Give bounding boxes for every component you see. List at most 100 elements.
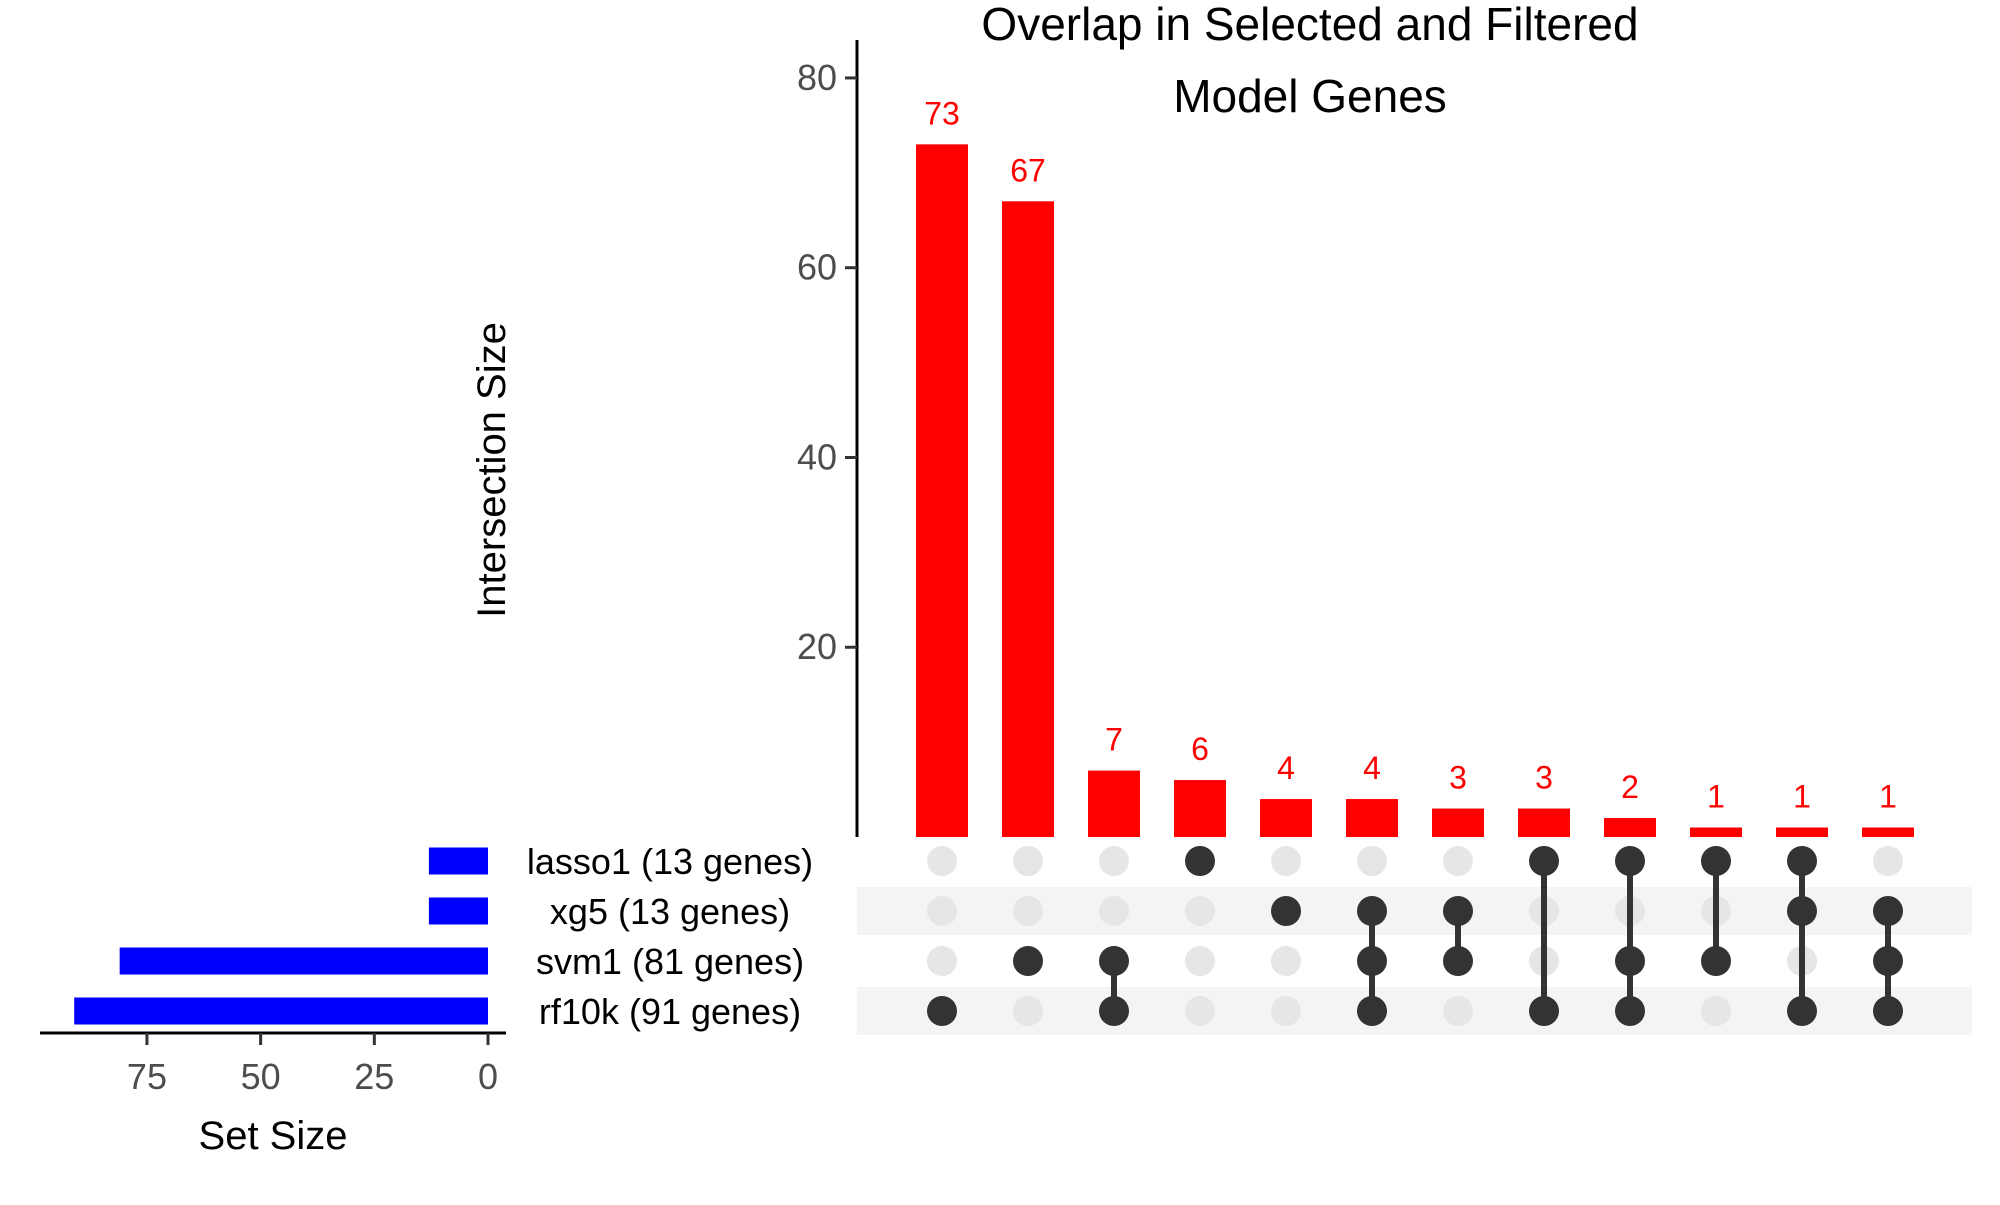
set-size-x-axis: 75 50 25 0 <box>40 1031 506 1097</box>
matrix-dot-active <box>1787 896 1817 926</box>
intersection-size-axis-label: Intersection Size <box>470 322 514 618</box>
matrix-dot-inactive <box>1185 996 1215 1026</box>
intersection-bar-label-7: 3 <box>1535 760 1553 796</box>
matrix-column-7 <box>1529 846 1559 1026</box>
set-size-bar-2 <box>119 947 489 975</box>
matrix-column-1 <box>1013 846 1043 1026</box>
matrix-dot-active <box>927 996 957 1026</box>
set-size-bars <box>74 847 489 1025</box>
set-size-bar-0 <box>428 847 488 875</box>
matrix-dot-inactive <box>1013 846 1043 876</box>
x-tick-label-3: 0 <box>478 1056 498 1097</box>
matrix-dot-active <box>1873 996 1903 1026</box>
matrix-dot-inactive <box>1185 946 1215 976</box>
matrix-dot-active <box>1099 996 1129 1026</box>
matrix-dot-active <box>1615 996 1645 1026</box>
matrix-dot-active <box>1787 846 1817 876</box>
set-size-axis-label: Set Size <box>199 1114 348 1158</box>
matrix-dot-active <box>1529 996 1559 1026</box>
matrix-column-6 <box>1443 846 1473 1026</box>
intersection-bar-label-1: 67 <box>1010 152 1046 188</box>
intersection-bar-label-3: 6 <box>1191 731 1209 767</box>
matrix-dot-active <box>1443 896 1473 926</box>
intersection-bar-label-6: 3 <box>1449 760 1467 796</box>
y-tick-label-0: 20 <box>797 626 837 667</box>
matrix-dot-active <box>1357 896 1387 926</box>
chart-title-line-1: Overlap in Selected and Filtered <box>981 0 1638 50</box>
matrix-column-3 <box>1185 846 1215 1026</box>
matrix-dot-active <box>1615 846 1645 876</box>
matrix-dot-active <box>1787 996 1817 1026</box>
matrix-dot-inactive <box>1357 846 1387 876</box>
matrix-dot-inactive <box>1443 846 1473 876</box>
matrix-column-8 <box>1615 846 1645 1026</box>
chart-title-line-2: Model Genes <box>1173 70 1447 122</box>
matrix-dot-inactive <box>927 946 957 976</box>
intersection-bar-5 <box>1346 799 1398 837</box>
matrix-column-10 <box>1787 846 1817 1026</box>
matrix-column-11 <box>1873 846 1903 1026</box>
matrix-dot-inactive <box>1013 896 1043 926</box>
intersection-bar-8 <box>1604 818 1656 837</box>
matrix-dot-active <box>1443 946 1473 976</box>
intersection-bar-1 <box>1002 201 1054 838</box>
intersection-bar-3 <box>1174 780 1226 837</box>
set-size-bar-1 <box>428 897 488 925</box>
intersection-bar-label-8: 2 <box>1621 769 1639 805</box>
intersection-bar-2 <box>1088 770 1140 837</box>
y-tick-label-2: 60 <box>797 247 837 288</box>
matrix-dot-inactive <box>1443 996 1473 1026</box>
intersection-y-axis: 20 40 60 80 <box>797 40 859 837</box>
set-name-3: rf10k (91 genes) <box>539 991 801 1032</box>
set-size-bar-3 <box>74 997 488 1025</box>
matrix-dot-inactive <box>1013 996 1043 1026</box>
matrix-dot-inactive <box>1701 996 1731 1026</box>
matrix-dot-active <box>1529 846 1559 876</box>
matrix-dot-inactive <box>927 846 957 876</box>
x-tick-label-1: 50 <box>241 1056 281 1097</box>
matrix-dot-active <box>1357 946 1387 976</box>
matrix-column-0 <box>927 846 957 1026</box>
matrix-dot-active <box>1271 896 1301 926</box>
matrix-column-5 <box>1357 846 1387 1026</box>
matrix-column-9 <box>1701 846 1731 1026</box>
intersection-bar-4 <box>1260 799 1312 837</box>
intersection-bar-0 <box>916 144 968 838</box>
matrix-dot-inactive <box>1271 846 1301 876</box>
y-tick-label-1: 40 <box>797 436 837 477</box>
matrix-dot-inactive <box>1271 946 1301 976</box>
intersection-bar-label-11: 1 <box>1879 779 1897 815</box>
x-tick-label-2: 25 <box>354 1056 394 1097</box>
intersection-bar-7 <box>1518 808 1570 837</box>
set-names: lasso1 (13 genes) xg5 (13 genes) svm1 (81 … <box>527 841 813 1032</box>
intersection-bars <box>916 144 1914 838</box>
intersection-matrix <box>927 846 1903 1026</box>
intersection-bar-label-10: 1 <box>1793 779 1811 815</box>
set-name-2: svm1 (81 genes) <box>536 941 804 982</box>
matrix-dot-active <box>1185 846 1215 876</box>
intersection-bar-labels: 73 67 7 6 4 4 3 3 2 1 1 1 <box>924 95 1897 814</box>
chart-title: Overlap in Selected and Filtered Model G… <box>981 0 1638 122</box>
matrix-dot-inactive <box>927 896 957 926</box>
matrix-dot-active <box>1099 946 1129 976</box>
intersection-bar-11 <box>1862 827 1914 837</box>
intersection-bar-label-9: 1 <box>1707 779 1725 815</box>
matrix-dot-active <box>1013 946 1043 976</box>
y-tick-label-3: 80 <box>797 57 837 98</box>
matrix-dot-inactive <box>1873 846 1903 876</box>
intersection-bar-label-0: 73 <box>924 95 960 131</box>
matrix-dot-active <box>1873 946 1903 976</box>
matrix-dot-active <box>1357 996 1387 1026</box>
matrix-dot-inactive <box>1185 896 1215 926</box>
intersection-bar-6 <box>1432 808 1484 837</box>
x-tick-label-0: 75 <box>127 1056 167 1097</box>
intersection-bar-10 <box>1776 827 1828 837</box>
matrix-column-2 <box>1099 846 1129 1026</box>
matrix-dot-inactive <box>1271 996 1301 1026</box>
intersection-bar-label-2: 7 <box>1105 722 1123 758</box>
intersection-bar-9 <box>1690 827 1742 837</box>
set-name-0: lasso1 (13 genes) <box>527 841 813 882</box>
matrix-dot-active <box>1615 946 1645 976</box>
